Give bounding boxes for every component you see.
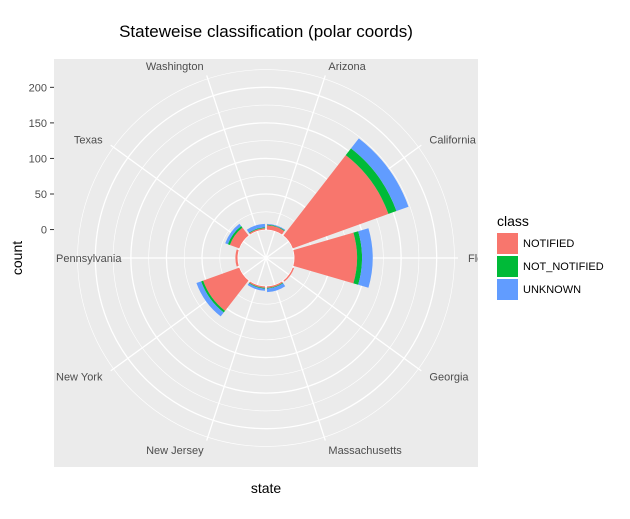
- y-tick-labels: 0 50 100 150 200: [29, 82, 54, 237]
- bar-new-jersey-notified: [249, 281, 266, 288]
- category-label-text: Florida: [468, 253, 503, 265]
- legend-item-unknown: UNKNOWN: [497, 279, 581, 300]
- bar-arizona-notified: [266, 225, 285, 235]
- bar-california-notified: [283, 155, 389, 249]
- bars-layer: [196, 138, 409, 317]
- category-labels: Arizona California Florida Georgia Massachus…: [56, 61, 503, 457]
- bar-new-york-notified: [203, 267, 249, 311]
- bar-california-not-notified: [345, 148, 397, 214]
- category-label-california: California: [429, 134, 476, 146]
- y-tick-label: 50: [35, 189, 47, 201]
- category-label-text: Massachusetts: [328, 445, 402, 457]
- category-label-pennsylvania: Pennsylvania: [56, 253, 122, 265]
- category-label-florida: Florida: [468, 253, 503, 265]
- bar-arizona-not-notified: [267, 224, 285, 231]
- category-label-texas: Texas: [74, 134, 103, 146]
- bar-new-jersey-unknown: [247, 283, 266, 291]
- bar-texas-notified: [229, 227, 249, 249]
- bar-washington-notified: [249, 228, 266, 235]
- category-label-text: Pennsylvania: [56, 253, 122, 265]
- category-label-text: Texas: [74, 134, 103, 146]
- category-label-text: Washington: [146, 61, 204, 73]
- chart-title: Stateweise classification (polar coords): [119, 22, 413, 41]
- legend-swatch: [497, 233, 518, 254]
- category-label-text: New Jersey: [146, 445, 204, 457]
- bar-massachusetts-notified: [266, 281, 283, 288]
- bar-massachusetts-unknown: [266, 283, 286, 293]
- y-tick-label: 100: [29, 153, 47, 165]
- category-label-new-jersey: New Jersey: [146, 445, 204, 457]
- panel-background: [54, 59, 478, 467]
- category-label-text: California: [429, 134, 476, 146]
- bar-florida-not-notified: [353, 231, 362, 285]
- bar-georgia-notified: [283, 267, 295, 282]
- bar-washington-unknown: [246, 223, 266, 233]
- bar-new-york-not-notified: [201, 280, 226, 313]
- legend-swatch: [497, 256, 518, 277]
- category-label-text: Arizona: [328, 61, 366, 73]
- legend-items: NOTIFIED NOT_NOTIFIED UNKNOWN: [497, 233, 604, 300]
- legend-item-not-notified: NOT_NOTIFIED: [497, 256, 604, 277]
- category-label-washington: Washington: [146, 61, 204, 73]
- legend-label: NOT_NOTIFIED: [523, 261, 604, 273]
- bar-massachusetts-not-notified: [266, 282, 284, 289]
- bar-texas-unknown: [225, 223, 242, 245]
- x-axis-title: state: [251, 480, 282, 496]
- bar-new-york-unknown: [196, 281, 224, 317]
- bar-florida-unknown: [358, 228, 373, 288]
- y-tick-label: 150: [29, 118, 47, 130]
- category-label-massachusetts: Massachusetts: [328, 445, 402, 457]
- category-label-georgia: Georgia: [429, 372, 469, 384]
- category-label-arizona: Arizona: [328, 61, 366, 73]
- legend-swatch: [497, 279, 518, 300]
- y-tick-label: 200: [29, 82, 47, 94]
- legend-label: UNKNOWN: [523, 284, 581, 296]
- category-label-new-york: New York: [56, 372, 103, 384]
- y-axis-title: count: [9, 241, 25, 275]
- bar-california-unknown: [350, 138, 409, 212]
- bar-texas-not-notified: [227, 225, 243, 245]
- category-label-text: New York: [56, 372, 103, 384]
- grid-spoke: [265, 257, 422, 372]
- bar-washington-not-notified: [248, 227, 266, 234]
- bar-pennsylvania-notified: [235, 249, 239, 267]
- legend: class NOTIFIED NOT_NOTIFIED UNKNOWN: [497, 213, 604, 300]
- bar-arizona-unknown: [267, 223, 286, 231]
- bar-new-jersey-not-notified: [248, 282, 266, 289]
- bar-florida-notified: [293, 232, 358, 284]
- legend-title: class: [497, 213, 529, 229]
- y-tick-label: 0: [41, 225, 47, 237]
- category-label-text: Georgia: [429, 372, 469, 384]
- legend-label: NOTIFIED: [523, 238, 574, 250]
- legend-item-notified: NOTIFIED: [497, 233, 574, 254]
